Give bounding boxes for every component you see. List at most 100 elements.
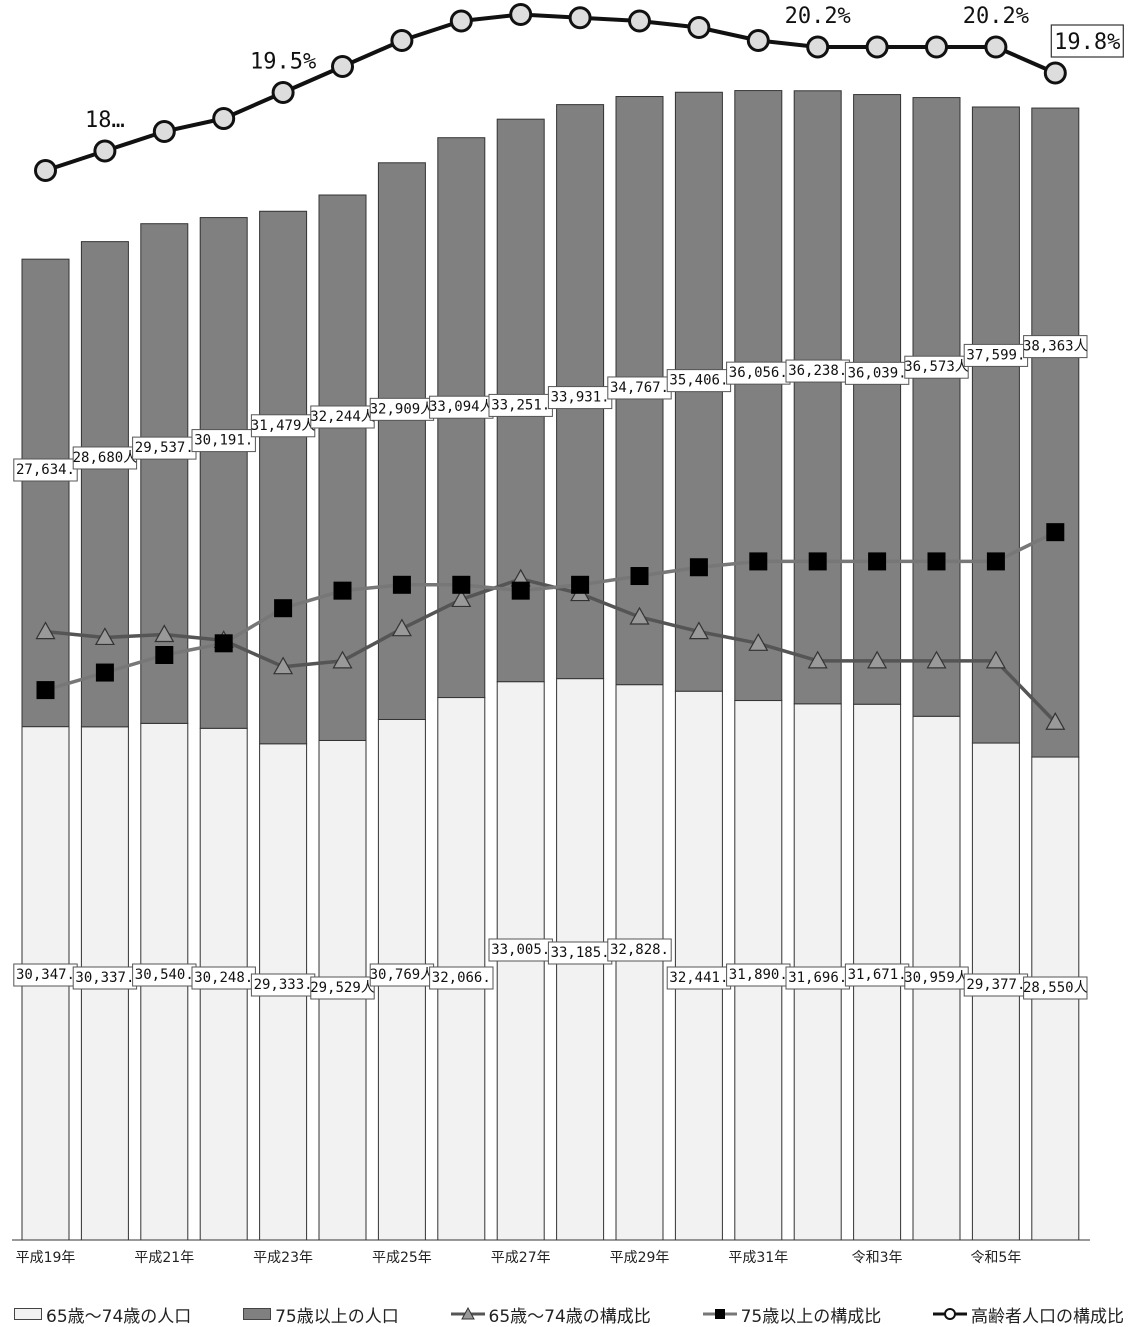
ratio-line-square xyxy=(45,530,1057,692)
bar-label-old-old: 33,931. xyxy=(547,386,613,410)
ratio-point-square xyxy=(392,575,411,594)
ratio-point-circle xyxy=(390,29,414,52)
svg-text:36,056.: 36,056. xyxy=(729,365,788,381)
bar-label-young-old: 30,540. xyxy=(132,963,197,987)
bar-label-old-old: 35,406. xyxy=(666,369,732,393)
bar-label-young-old: 32,828. xyxy=(607,938,672,962)
bar-label-young-old: 29,377. xyxy=(963,973,1029,997)
bar-label-young-old: 32,441. xyxy=(666,966,732,990)
bar-label-young-old: 30,337. xyxy=(72,966,138,990)
ratio-point-circle xyxy=(568,6,592,30)
x-tick-label: 平成19年 xyxy=(16,1250,76,1266)
bar-label-old-old: 36,573人 xyxy=(904,355,969,379)
ratio-point-circle xyxy=(212,107,236,130)
ratio-label-elderly: 18… xyxy=(85,108,125,133)
legend-item-old-old-pop: 75歳以上の人口 xyxy=(243,1302,399,1327)
ratio-point-triangle xyxy=(35,621,56,640)
bar-label-young-old: 31,696. xyxy=(785,966,850,990)
bar-old-old xyxy=(734,90,783,702)
ratio-point-square xyxy=(274,599,293,618)
bar-young-old xyxy=(615,684,664,1241)
legend-item-young-old-pop: 65歳～74歳の人口 xyxy=(14,1302,191,1327)
legend-item-elderly-ratio: 高齢者人口の構成比 xyxy=(933,1302,1124,1327)
ratio-point-circle xyxy=(509,3,533,26)
ratio-point-triangle xyxy=(94,627,115,646)
svg-text:30,337.: 30,337. xyxy=(75,970,134,986)
square-marker-icon xyxy=(702,1309,737,1319)
ratio-label-elderly: 19.5% xyxy=(250,50,316,75)
svg-text:27,634.: 27,634. xyxy=(16,462,75,478)
ratio-point-circle xyxy=(93,139,117,163)
svg-text:33,094人: 33,094人 xyxy=(429,399,494,415)
svg-text:30,347.: 30,347. xyxy=(16,967,75,983)
ratio-point-triangle xyxy=(451,589,472,608)
bar-old-old xyxy=(912,97,961,717)
labels-layer: 30,347. 27,634. 30,337. 28,680人 30,540. 29,53… xyxy=(13,0,1124,1000)
bar-label-old-old: 36,056. xyxy=(726,361,791,385)
bar-label-old-old: 28,680人 xyxy=(73,446,138,470)
svg-text:32,828.: 32,828. xyxy=(610,942,669,958)
svg-text:29,377.: 29,377. xyxy=(966,977,1025,993)
svg-text:28,680人: 28,680人 xyxy=(73,450,138,466)
ratio-point-triangle xyxy=(748,633,769,651)
chart: 30,347. 27,634. 30,337. 28,680人 30,540. 29,53… xyxy=(12,0,1124,1266)
bar-old-old xyxy=(971,106,1020,744)
svg-text:30,769人: 30,769人 xyxy=(370,967,435,983)
svg-text:36,573人: 36,573人 xyxy=(904,359,969,375)
svg-text:37,599.: 37,599. xyxy=(966,347,1025,363)
bar-old-old xyxy=(318,194,367,741)
bar-old-old xyxy=(259,210,308,745)
bar-label-old-old: 29,537. xyxy=(132,436,197,460)
ratio-point-circle xyxy=(152,120,176,143)
circle-marker-icon xyxy=(933,1308,967,1320)
svg-text:30,248.: 30,248. xyxy=(194,970,253,986)
ratio-label-elderly: 20.2% xyxy=(785,4,851,29)
bar-label-young-old: 28,550人 xyxy=(1023,976,1088,1000)
svg-text:20.2%: 20.2% xyxy=(963,4,1029,29)
legend-label: 75歳以上の人口 xyxy=(275,1306,399,1327)
ratio-label-elderly: 20.7% xyxy=(606,0,672,3)
ratio-point-square xyxy=(927,552,946,571)
ratio-point-circle xyxy=(746,29,770,52)
ratio-point-square xyxy=(868,552,887,571)
x-tick-label: 平成23年 xyxy=(253,1250,313,1266)
bar-label-old-old: 33,094人 xyxy=(429,395,494,419)
bar-old-old xyxy=(21,258,70,728)
bar-label-young-old: 31,890. xyxy=(726,963,791,987)
ratio-point-square xyxy=(986,552,1005,571)
legend-item-young-old-ratio: 65歳～74歳の構成比 xyxy=(450,1302,651,1327)
ratio-point-square xyxy=(155,646,174,664)
bar-label-old-old: 30,191. xyxy=(191,429,256,453)
svg-text:31,696.: 31,696. xyxy=(788,970,847,986)
ratio-point-triangle xyxy=(391,618,412,637)
svg-text:28,550人: 28,550人 xyxy=(1023,980,1088,996)
bar-label-old-old: 37,599. xyxy=(963,343,1029,367)
bar-label-young-old: 31,671. xyxy=(844,963,910,987)
ratio-point-triangle xyxy=(807,650,828,669)
bars-layer xyxy=(21,90,1080,1241)
x-tick-label: 平成27年 xyxy=(491,1250,551,1266)
bar-label-young-old: 33,005. xyxy=(488,938,553,962)
svg-text:31,890.: 31,890. xyxy=(729,967,788,983)
lines-layer xyxy=(34,3,1067,730)
bar-label-young-old: 29,529人 xyxy=(310,976,375,1000)
ratio-point-circle xyxy=(984,35,1008,59)
svg-text:19.5%: 19.5% xyxy=(250,50,316,75)
svg-text:33,251.: 33,251. xyxy=(491,397,550,413)
svg-text:32,066.: 32,066. xyxy=(432,970,491,986)
bar-old-old xyxy=(80,241,129,728)
ratio-label-elderly: 19.8% xyxy=(1050,24,1124,58)
x-tick-label: 令和5年 xyxy=(970,1250,1021,1266)
ratio-point-triangle xyxy=(332,650,353,669)
bar-label-old-old: 36,238. xyxy=(785,359,850,383)
ratio-point-circle xyxy=(925,35,948,59)
svg-text:33,931.: 33,931. xyxy=(551,390,610,406)
ratio-point-triangle xyxy=(926,650,947,669)
ratio-point-square xyxy=(689,558,708,577)
svg-text:30,540.: 30,540. xyxy=(135,967,194,983)
bar-label-old-old: 33,251. xyxy=(488,393,553,417)
bar-old-old xyxy=(1031,107,1080,758)
svg-text:29,529人: 29,529人 xyxy=(310,980,375,996)
bar-label-young-old: 30,769人 xyxy=(370,963,435,987)
ratio-point-triangle xyxy=(688,621,709,640)
